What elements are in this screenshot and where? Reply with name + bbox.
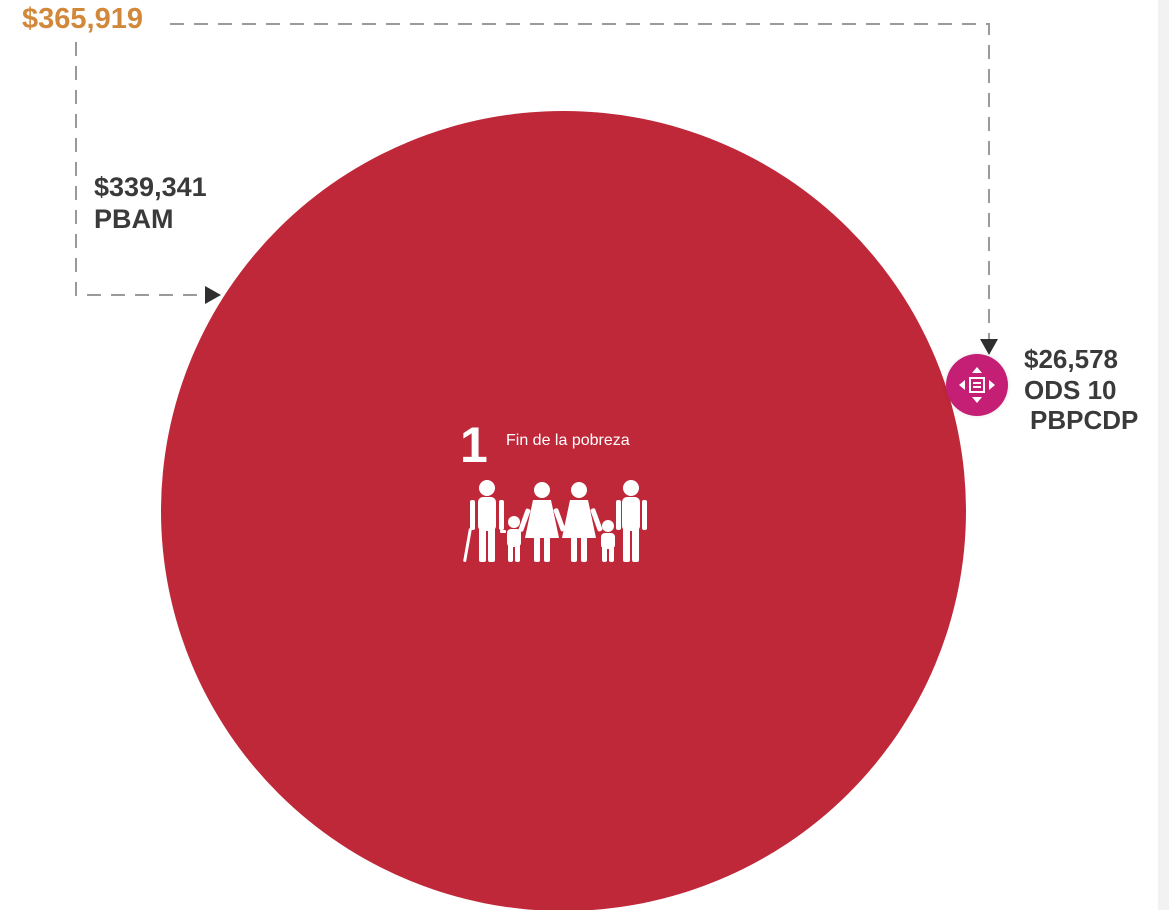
total-amount: $365,919: [22, 2, 151, 37]
pbam-amount: $339,341: [94, 172, 207, 202]
arrow-head-pbam: [205, 286, 221, 304]
ods10-program: PBPCDP: [1030, 405, 1139, 436]
arrow-head-ods10: [980, 339, 998, 355]
goal-1-number: 1: [460, 417, 488, 473]
ods10-amount: $26,578: [1024, 344, 1118, 374]
ods10-goal: ODS 10: [1024, 374, 1117, 405]
right-edge-strip: [1158, 0, 1169, 910]
reduced-inequalities-icon: [946, 354, 1008, 416]
ods10-label-block: $26,578 ODS 10 PBPCDP: [1024, 344, 1138, 436]
goal-1-circle: [161, 111, 966, 910]
connector-total-to-pbam: [75, 42, 206, 296]
connector-total-to-ods10: [170, 23, 990, 344]
goal-1-title: Fin de la pobreza: [506, 432, 630, 449]
family-icon: [463, 480, 647, 562]
pbam-label: PBAM: [94, 203, 174, 234]
pbam-label-block: $339,341 PBAM: [94, 172, 207, 236]
